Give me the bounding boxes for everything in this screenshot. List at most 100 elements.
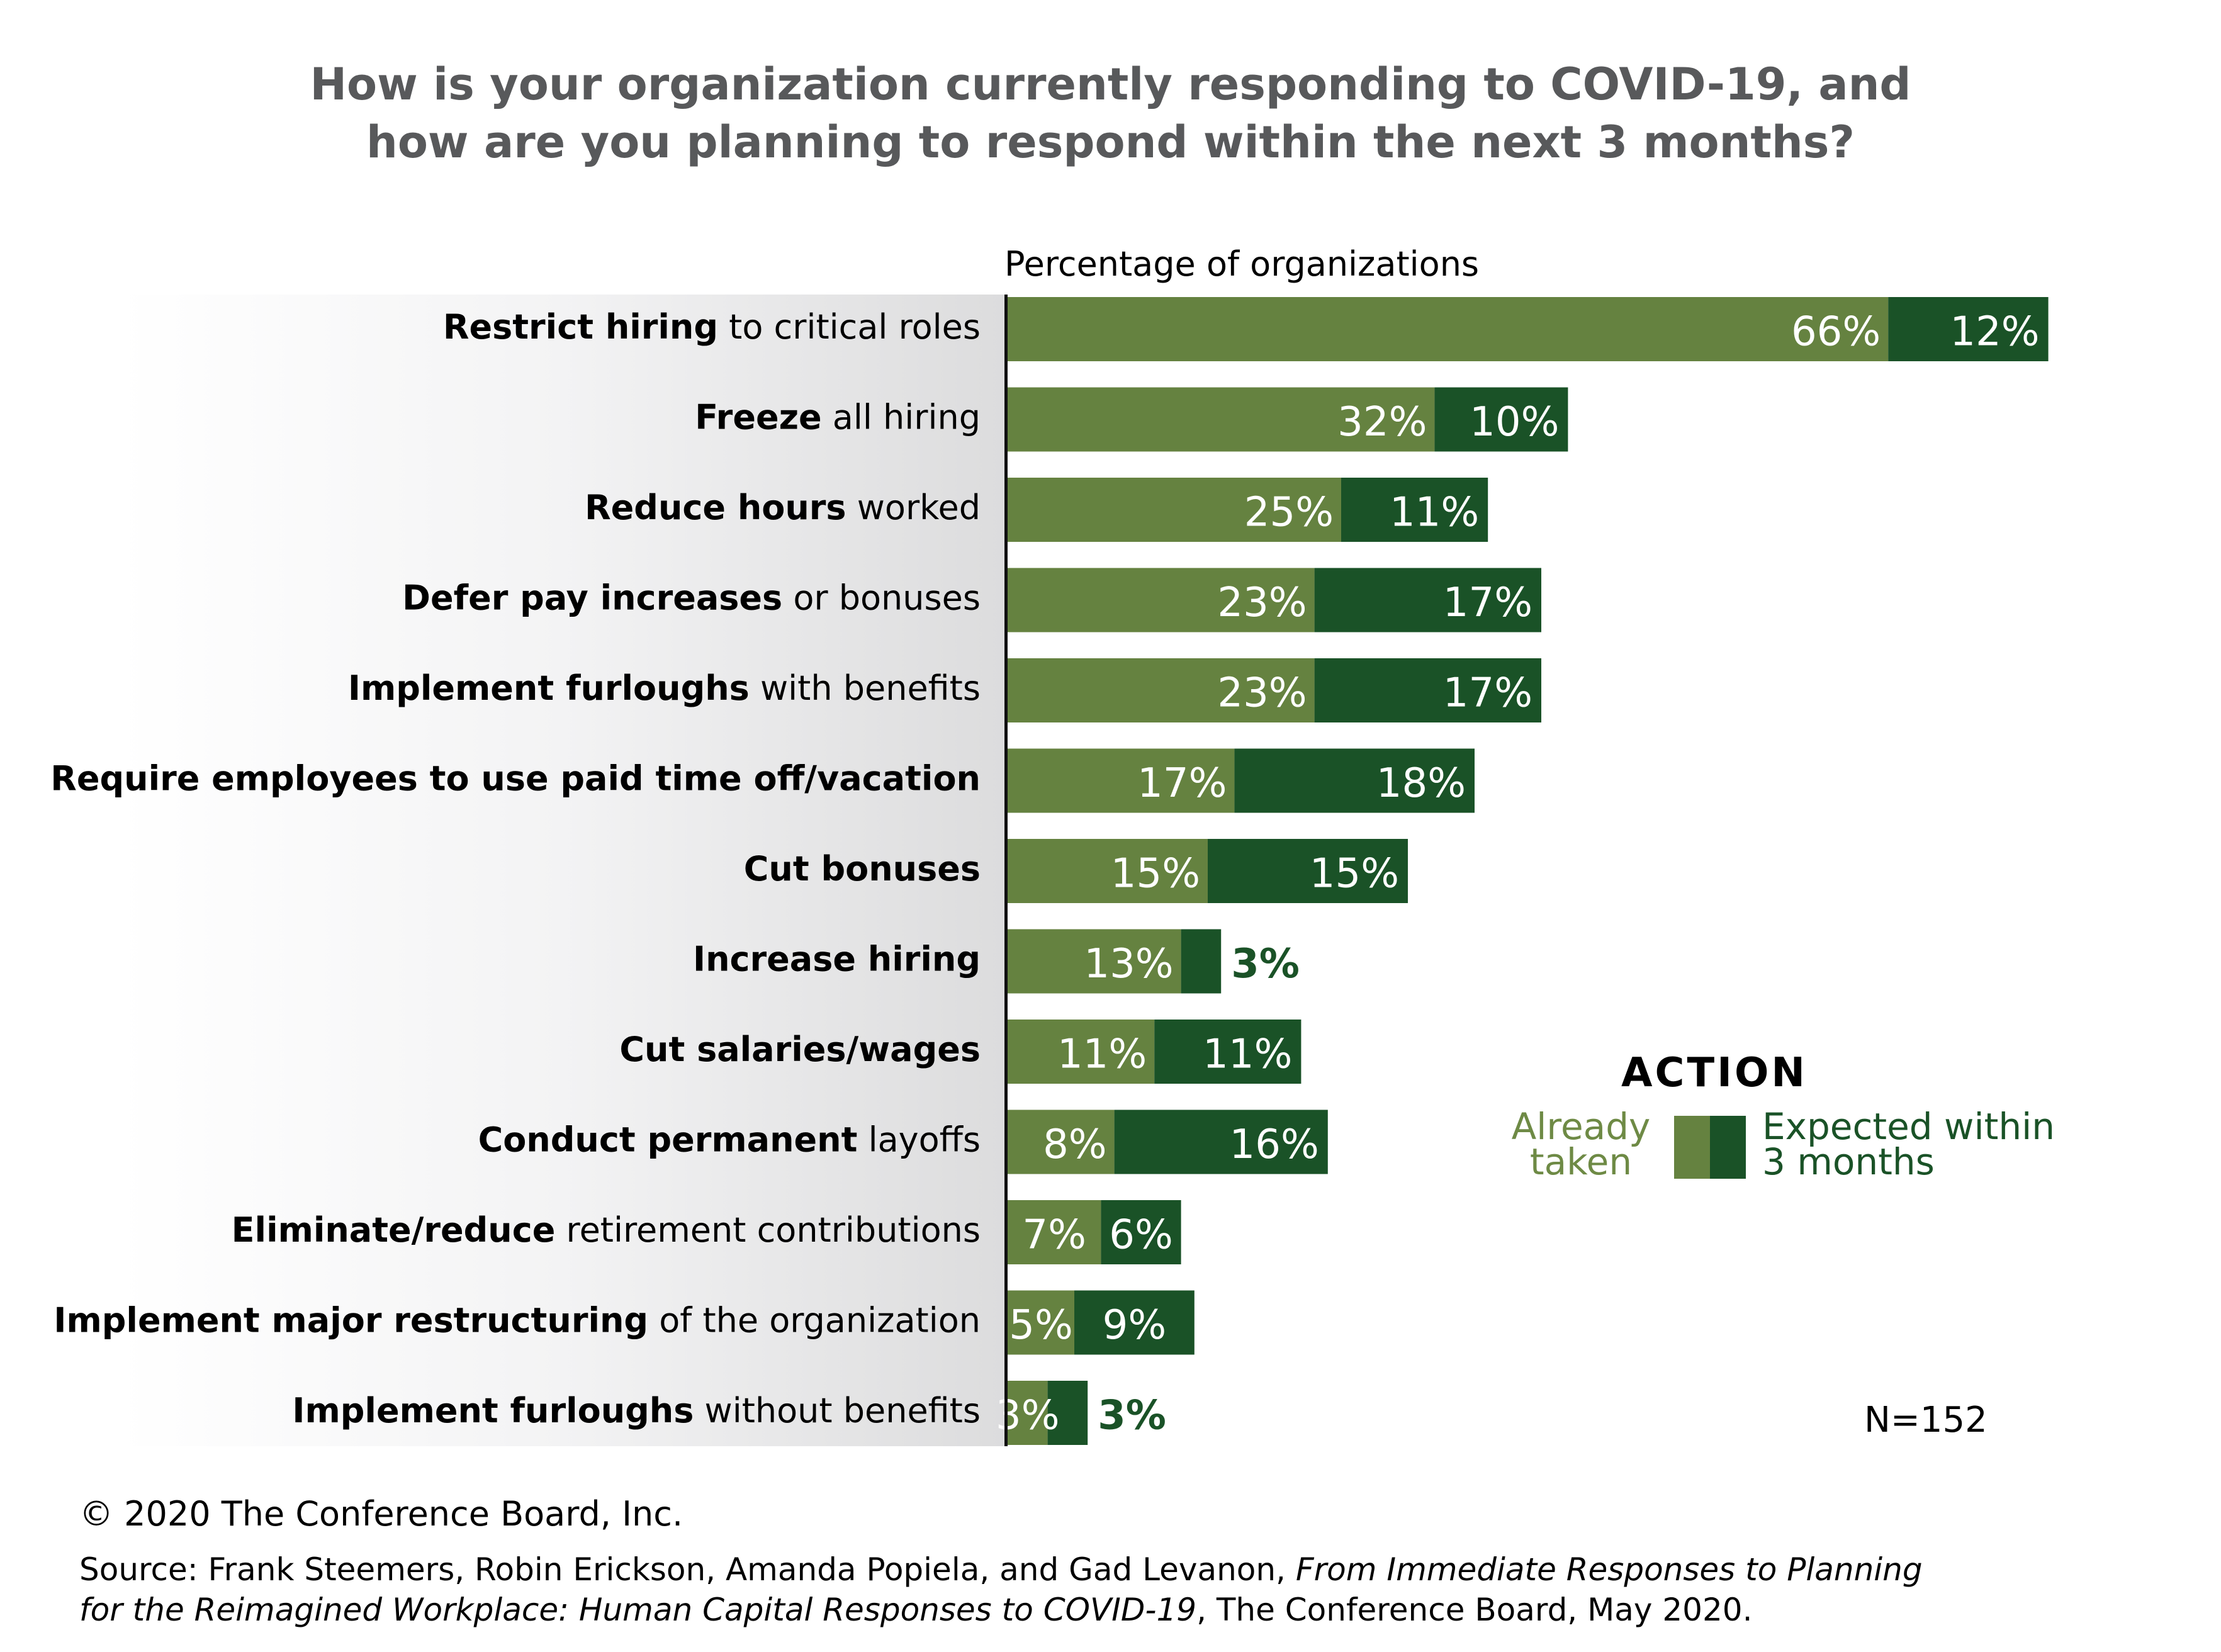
value-label-expected: 6% <box>1109 1212 1173 1259</box>
value-label-expected: 11% <box>1203 1031 1292 1078</box>
category-label: Cut bonuses <box>744 849 981 889</box>
title-line-2: how are you planning to respond within t… <box>366 116 1855 168</box>
category-label-panel <box>120 295 1007 1446</box>
category-label-bold: Reduce hours <box>585 488 846 527</box>
value-label-expected: 3% <box>1231 941 1300 987</box>
legend-expected-line-2: 3 months <box>1762 1140 1935 1183</box>
value-label-expected: 3% <box>1098 1393 1166 1439</box>
bar-expected <box>1314 658 1541 722</box>
value-label-already: 5% <box>1009 1302 1073 1349</box>
category-label-bold: Cut bonuses <box>744 849 981 889</box>
chart-title: How is your organization currently respo… <box>0 55 2221 171</box>
source-suffix: , The Conference Board, May 2020. <box>1196 1592 1753 1628</box>
value-label-already: 66% <box>1791 309 1881 356</box>
value-label-expected: 16% <box>1230 1121 1319 1168</box>
legend-swatch-expected <box>1710 1116 1746 1179</box>
bar-already-taken <box>1008 1110 1115 1174</box>
value-label-already: 13% <box>1084 941 1173 987</box>
category-label-bold: Freeze <box>695 397 821 437</box>
source-title-line-2: for the Reimagined Workplace: Human Capi… <box>79 1592 1197 1628</box>
legend-already-line-2: taken <box>1529 1140 1633 1183</box>
legend-already-line-1: Already <box>1511 1105 1651 1148</box>
bar-expected <box>1341 478 1488 542</box>
category-label: Restrict hiring to critical roles <box>443 307 981 347</box>
category-label-rest: of the organization <box>648 1300 981 1340</box>
legend-swatch-already <box>1674 1116 1710 1179</box>
bar-expected <box>1114 1110 1328 1174</box>
bar-already-taken <box>1008 839 1208 903</box>
category-label: Implement major restructuring of the org… <box>53 1300 981 1340</box>
value-label-expected: 11% <box>1390 490 1479 536</box>
value-label-already: 23% <box>1217 580 1307 626</box>
bar-already-taken <box>1008 929 1181 994</box>
category-label-bold: Restrict hiring <box>443 307 718 347</box>
value-label-expected: 17% <box>1443 580 1532 626</box>
category-label-bold: Require employees to use paid time off/v… <box>50 758 981 798</box>
category-label-rest: all hiring <box>822 397 981 437</box>
bar-expected <box>1154 1020 1302 1084</box>
category-label-bold: Implement furloughs <box>348 668 750 708</box>
category-label: Increase hiring <box>693 939 981 979</box>
bar-already-taken <box>1008 297 1889 361</box>
legend-expected-label: Expected within 3 months <box>1762 1105 2089 1183</box>
category-label-rest: to critical roles <box>718 307 981 347</box>
category-label: Implement furloughs without benefits <box>292 1391 981 1430</box>
sample-size-label: N=152 <box>1864 1400 1988 1441</box>
category-label-rest: worked <box>846 488 981 527</box>
category-label-rest: with benefits <box>750 668 981 708</box>
category-label: Conduct permanent layoffs <box>478 1120 981 1159</box>
bar-already-taken <box>1008 658 1315 722</box>
y-axis-line <box>1004 295 1008 1446</box>
category-label-rest: or bonuses <box>782 578 981 617</box>
value-label-already: 23% <box>1217 670 1307 717</box>
category-label-bold: Conduct permanent <box>478 1120 858 1159</box>
bar-already-taken <box>1008 1290 1074 1355</box>
legend-title: ACTION <box>1621 1050 1808 1096</box>
category-label-bold: Implement furloughs <box>292 1391 694 1430</box>
bar-already-taken <box>1008 568 1315 632</box>
category-label: Defer pay increases or bonuses <box>402 578 981 617</box>
category-label: Require employees to use paid time off/v… <box>50 758 981 798</box>
axis-title: Percentage of organizations <box>1004 244 1480 284</box>
value-label-already: 17% <box>1137 760 1227 807</box>
source-note: Source: Frank Steemers, Robin Erickson, … <box>79 1549 1967 1630</box>
category-label: Implement furloughs with benefits <box>348 668 981 708</box>
value-label-already: 7% <box>1022 1212 1086 1259</box>
legend-expected-line-1: Expected within <box>1762 1105 2055 1148</box>
category-label-bold: Increase hiring <box>693 939 981 979</box>
bar-expected <box>1208 839 1408 903</box>
source-prefix: Source: Frank Steemers, Robin Erickson, … <box>79 1551 1296 1588</box>
legend-already-taken-label: Already taken <box>1498 1105 1664 1183</box>
category-label-rest: retirement contributions <box>555 1210 981 1250</box>
bar-expected <box>1047 1381 1088 1445</box>
value-label-expected: 15% <box>1310 851 1399 897</box>
category-label-bold: Eliminate/reduce <box>232 1210 556 1250</box>
bar-already-taken <box>1008 1200 1101 1264</box>
bar-expected <box>1314 568 1541 632</box>
bar-already-taken <box>1008 1020 1155 1084</box>
category-label-rest: layoffs <box>857 1120 981 1159</box>
value-label-already: 15% <box>1111 851 1200 897</box>
category-label: Cut salaries/wages <box>619 1030 981 1069</box>
value-label-expected: 9% <box>1103 1302 1167 1349</box>
bar-expected <box>1074 1290 1195 1355</box>
value-label-expected: 18% <box>1376 760 1466 807</box>
bar-expected <box>1234 748 1475 813</box>
value-label-already: 32% <box>1337 399 1427 446</box>
bar-expected <box>1101 1200 1181 1264</box>
value-label-expected: 12% <box>1950 309 2039 356</box>
source-title-line-1: From Immediate Responses to Planning <box>1295 1551 1923 1588</box>
value-label-already: 8% <box>1043 1121 1107 1168</box>
value-label-expected: 10% <box>1470 399 1559 446</box>
category-label-bold: Defer pay increases <box>402 578 782 617</box>
bar-already-taken <box>1008 478 1341 542</box>
value-label-already: 11% <box>1057 1031 1147 1078</box>
bar-expected <box>1888 297 2049 361</box>
bar-already-taken <box>1008 387 1435 452</box>
category-label-bold: Cut salaries/wages <box>619 1030 981 1069</box>
value-label-expected: 17% <box>1443 670 1532 717</box>
copyright-text: © 2020 The Conference Board, Inc. <box>79 1494 683 1534</box>
bar-already-taken <box>1008 748 1235 813</box>
bar-already-taken <box>1008 1381 1048 1445</box>
